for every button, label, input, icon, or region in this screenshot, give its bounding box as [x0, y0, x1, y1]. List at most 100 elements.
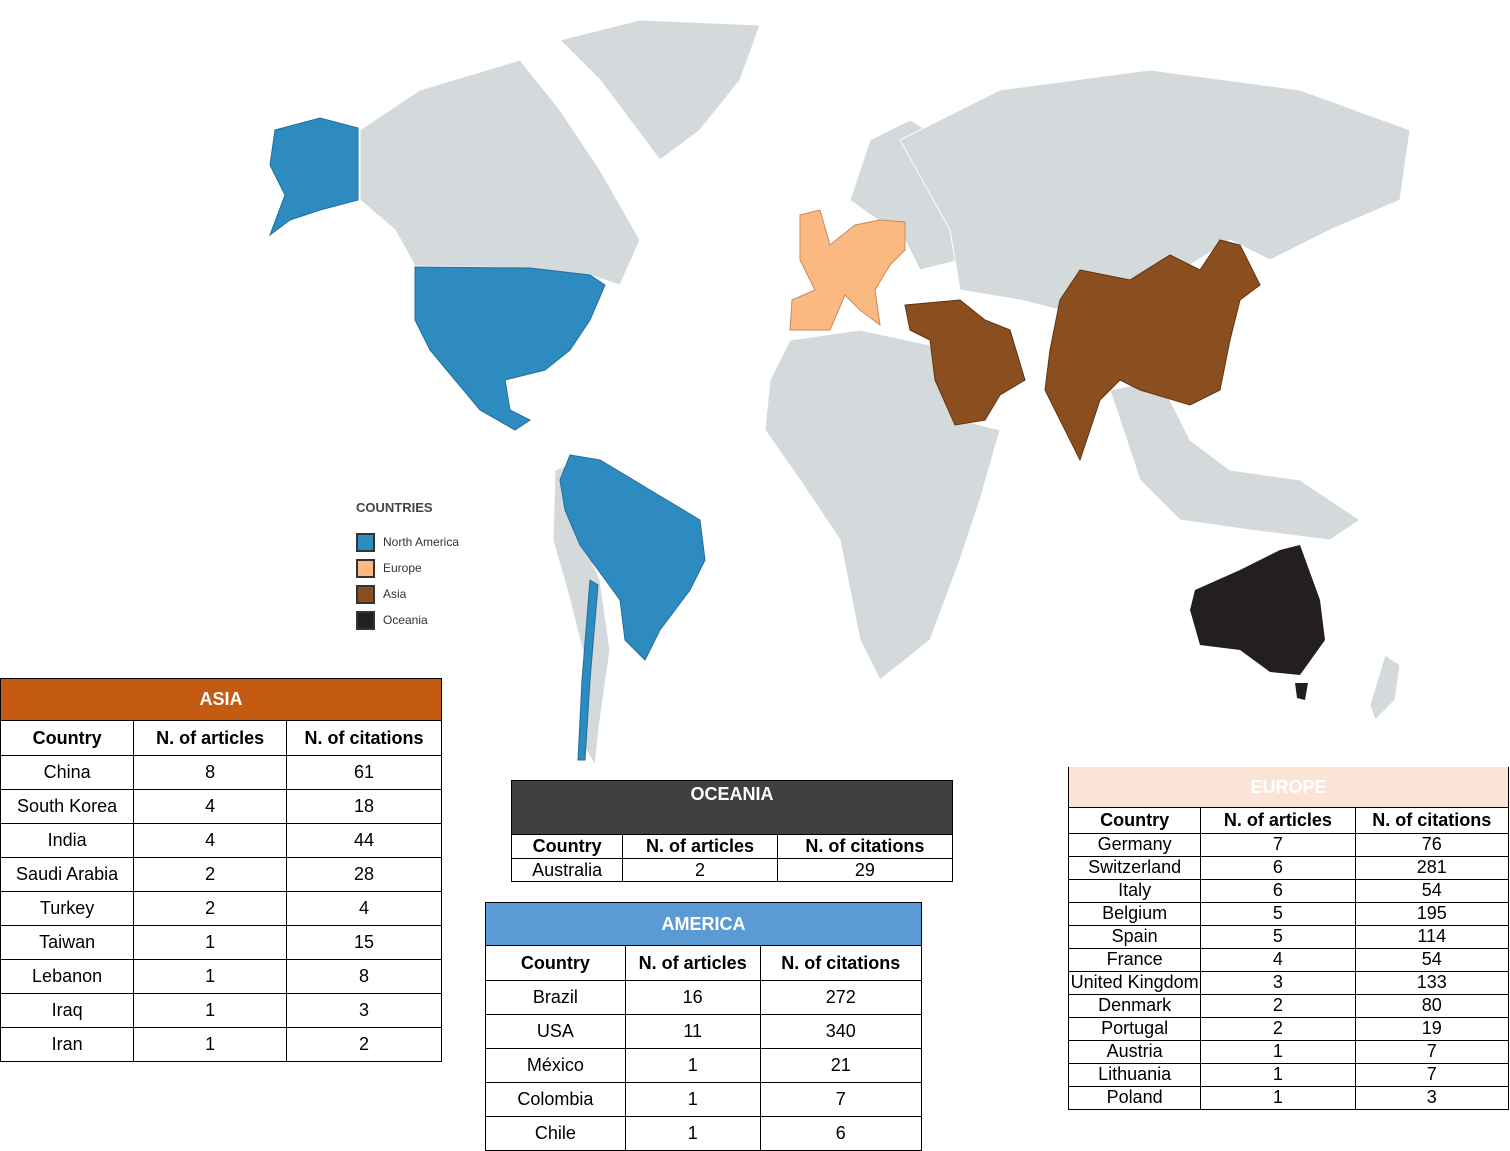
usa-mexico — [414, 266, 606, 431]
legend-item-oceania: Oceania — [356, 607, 459, 633]
legend-label: Europe — [383, 561, 422, 575]
table-row: Colombia 1 7 — [485, 1082, 923, 1117]
table-row: China 8 61 — [0, 755, 442, 790]
europe-title: EUROPE — [1068, 767, 1509, 808]
citations-cell: 281 — [1354, 856, 1509, 880]
canada — [359, 59, 641, 286]
citations-cell: 29 — [776, 858, 954, 882]
articles-cell: 1 — [133, 959, 288, 994]
world-map — [268, 19, 1411, 767]
articles-cell: 4 — [1200, 948, 1356, 972]
country-cell: Spain — [1067, 925, 1202, 949]
citations-cell: 7 — [1354, 1063, 1509, 1087]
country-cell: Denmark — [1067, 994, 1202, 1018]
table-row: Turkey 2 4 — [0, 891, 442, 926]
table-row: United Kingdom 3 133 — [1067, 971, 1509, 995]
articles-cell: 5 — [1200, 925, 1356, 949]
citations-cell: 3 — [1354, 1086, 1509, 1110]
citations-cell: 28 — [286, 857, 442, 892]
articles-cell: 2 — [1200, 994, 1356, 1018]
column-header: N. of articles — [622, 834, 778, 859]
country-cell: Iraq — [0, 993, 135, 1028]
chile — [577, 579, 599, 761]
country-cell: India — [0, 823, 135, 858]
europe-table: EUROPE Country N. of articles N. of citatio… — [1067, 767, 1509, 1110]
country-cell: Portugal — [1067, 1017, 1202, 1041]
legend-title: COUNTRIES — [356, 500, 433, 515]
articles-cell: 2 — [622, 858, 778, 882]
articles-cell: 1 — [1200, 1063, 1356, 1087]
asia-swatch — [356, 584, 375, 604]
articles-cell: 1 — [133, 925, 288, 960]
citations-cell: 8 — [286, 959, 442, 994]
new-zealand — [1369, 654, 1401, 721]
citations-cell: 7 — [1354, 1040, 1509, 1064]
table-row: México 1 21 — [485, 1048, 923, 1083]
country-cell: Australia — [510, 858, 624, 882]
table-row: Lithuania 1 7 — [1067, 1063, 1509, 1087]
articles-cell: 8 — [133, 755, 288, 790]
oceania-swatch — [356, 610, 375, 630]
legend-item-asia: Asia — [356, 581, 459, 607]
map-legend: COUNTRIES North America Europe Asia Ocea… — [356, 500, 459, 633]
articles-cell: 6 — [1200, 856, 1356, 880]
table-row: Portugal 2 19 — [1067, 1017, 1509, 1041]
country-cell: France — [1067, 948, 1202, 972]
country-cell: Brazil — [485, 980, 626, 1015]
oceania-title: OCEANIA — [511, 780, 953, 835]
table-row: Denmark 2 80 — [1067, 994, 1509, 1018]
citations-cell: 19 — [1354, 1017, 1509, 1041]
europe-highlight — [789, 209, 906, 331]
america-table: AMERICA Country N. of articles N. of citati… — [485, 902, 923, 1151]
citations-cell: 7 — [759, 1082, 923, 1117]
articles-cell: 1 — [624, 1082, 761, 1117]
country-cell: Iran — [0, 1027, 135, 1062]
citations-cell: 272 — [759, 980, 923, 1015]
citations-cell: 114 — [1354, 925, 1509, 949]
table-row: Iraq 1 3 — [0, 993, 442, 1028]
legend-item-europe: Europe — [356, 555, 459, 581]
legend-label: North America — [383, 535, 460, 549]
europe-swatch — [356, 558, 375, 578]
articles-cell: 4 — [133, 823, 288, 858]
citations-cell: 133 — [1354, 971, 1509, 995]
citations-cell: 76 — [1354, 833, 1509, 857]
citations-cell: 54 — [1354, 879, 1509, 903]
table-row: Spain 5 114 — [1067, 925, 1509, 949]
country-cell: Chile — [485, 1116, 626, 1151]
legend-label: Asia — [383, 587, 407, 601]
articles-cell: 1 — [133, 993, 288, 1028]
country-cell: USA — [485, 1014, 626, 1049]
citations-cell: 18 — [286, 789, 442, 824]
articles-cell: 7 — [1200, 833, 1356, 857]
asia-title: ASIA — [0, 678, 442, 721]
table-row: USA 11 340 — [485, 1014, 923, 1049]
table-row: Germany 7 76 — [1067, 833, 1509, 857]
table-row: Italy 6 54 — [1067, 879, 1509, 903]
north-america-swatch — [356, 532, 375, 552]
table-row: Brazil 16 272 — [485, 980, 923, 1015]
asia-table: ASIA Country N. of articles N. of citations… — [0, 678, 442, 1062]
citations-cell: 21 — [759, 1048, 923, 1083]
table-row: Chile 1 6 — [485, 1116, 923, 1151]
table-row: Poland 1 3 — [1067, 1086, 1509, 1110]
greenland — [559, 19, 761, 161]
table-row: Lebanon 1 8 — [0, 959, 442, 994]
country-cell: Lebanon — [0, 959, 135, 994]
column-header: Country — [510, 834, 624, 859]
southeast-asia — [1109, 379, 1361, 541]
articles-cell: 1 — [133, 1027, 288, 1062]
table-row: Saudi Arabia 2 28 — [0, 857, 442, 892]
table-row: Iran 1 2 — [0, 1027, 442, 1062]
articles-cell: 16 — [624, 980, 761, 1015]
articles-cell: 1 — [1200, 1086, 1356, 1110]
country-cell: Italy — [1067, 879, 1202, 903]
middle-east-highlight — [904, 299, 1026, 426]
legend-item-north-america: North America — [356, 529, 459, 555]
country-cell: United Kingdom — [1067, 971, 1202, 995]
table-row: South Korea 4 18 — [0, 789, 442, 824]
table-row: Austria 1 7 — [1067, 1040, 1509, 1064]
citations-cell: 44 — [286, 823, 442, 858]
country-cell: Austria — [1067, 1040, 1202, 1064]
column-header: N. of citations — [776, 834, 954, 859]
